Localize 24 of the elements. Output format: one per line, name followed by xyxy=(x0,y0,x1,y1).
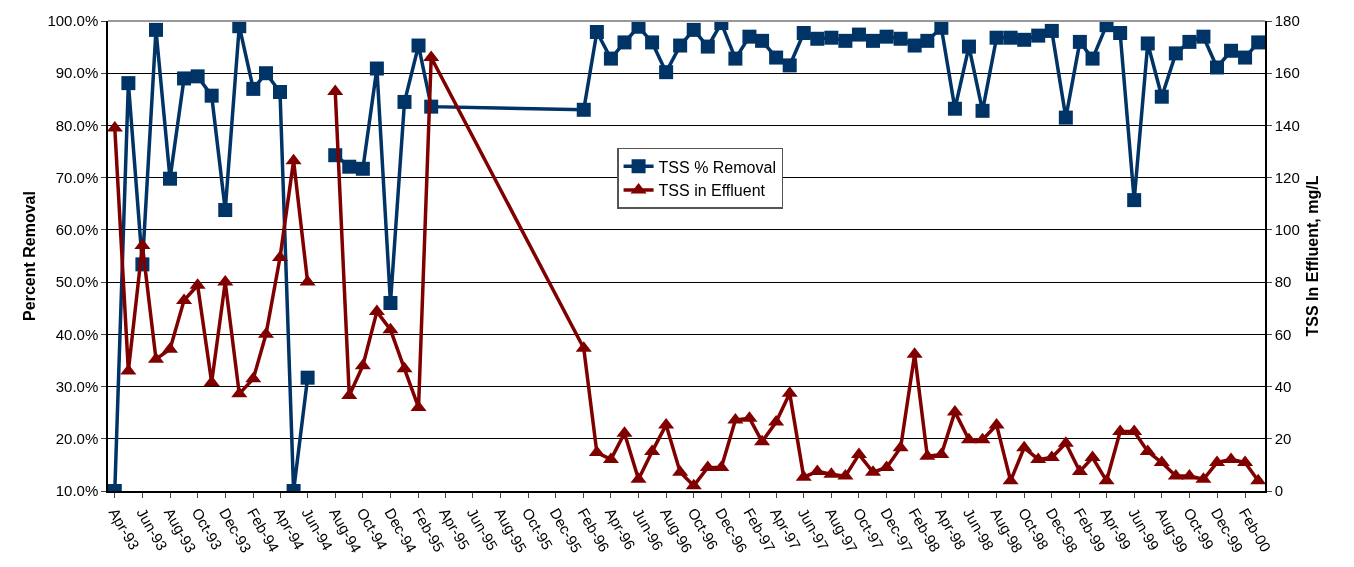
y2-tick-label: 20 xyxy=(1274,430,1292,448)
y2-tick-label: 140 xyxy=(1274,116,1300,134)
y2-tick-label: 100 xyxy=(1274,221,1300,239)
y-tick-label: 70.0% xyxy=(55,168,99,186)
y-tick-label: 90.0% xyxy=(55,64,99,82)
y-tick-label: 30.0% xyxy=(55,377,99,395)
y2-tick-label: 180 xyxy=(1274,12,1300,30)
y-tick-label: 10.0% xyxy=(55,482,99,500)
legend-label: TSS % Removal xyxy=(658,158,776,176)
y2-axis-title: TSS In Effluent, mg/L xyxy=(1303,175,1321,337)
y2-tick-label: 40 xyxy=(1274,377,1292,395)
legend-label: TSS in Effluent xyxy=(658,182,766,200)
y-tick-label: 50.0% xyxy=(55,273,99,291)
y-tick-label: 20.0% xyxy=(55,430,99,448)
y2-tick-label: 0 xyxy=(1274,482,1284,500)
y2-tick-label: 60 xyxy=(1274,325,1292,343)
y-tick-label: 80.0% xyxy=(55,116,99,134)
y2-tick-label: 160 xyxy=(1274,64,1300,82)
y2-tick-label: 120 xyxy=(1274,168,1300,186)
y-tick-label: 100.0% xyxy=(47,12,99,30)
y-tick-label: 40.0% xyxy=(55,325,99,343)
y-axis-title: Percent Removal xyxy=(20,191,38,321)
y2-tick-label: 80 xyxy=(1274,273,1292,291)
y-tick-label: 60.0% xyxy=(55,221,99,239)
